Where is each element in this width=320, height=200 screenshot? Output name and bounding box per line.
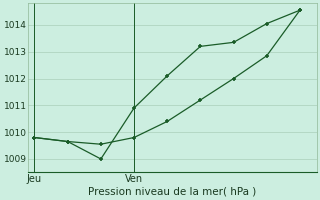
X-axis label: Pression niveau de la mer( hPa ): Pression niveau de la mer( hPa ) — [88, 187, 256, 197]
